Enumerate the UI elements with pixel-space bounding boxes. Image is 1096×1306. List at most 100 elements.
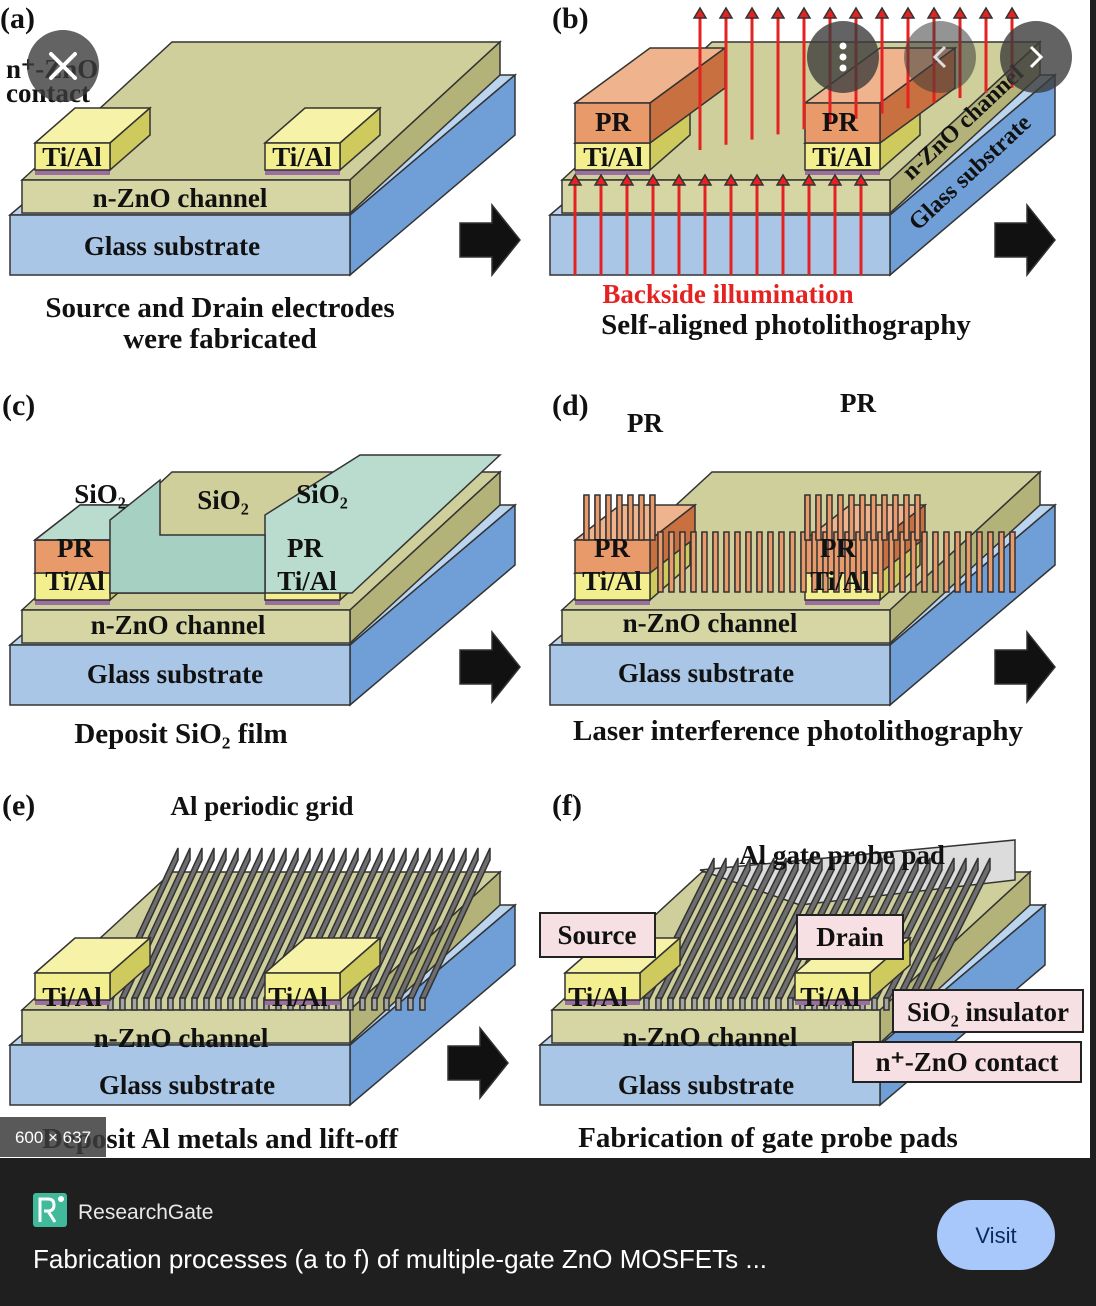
process-arrow [994,202,1056,278]
previous-button[interactable] [904,21,976,93]
grating-fin [914,494,921,541]
more-button[interactable] [807,21,879,93]
ti-al-pad [794,972,871,1001]
layer-label: Ti/Al [568,982,628,1012]
grating-fin [649,494,656,541]
layer-label: n-ZnO channel [93,183,268,213]
contact-strip [265,600,340,605]
grating-fin [778,531,785,593]
glass-substrate [9,1044,351,1106]
layer-label: PR [287,533,323,563]
light-ray-head [900,6,916,19]
layer-label: Al gate probe pad [739,840,945,870]
grating-fin [775,997,782,1011]
grating-fin [419,997,426,1011]
grating-fin [605,494,612,541]
glass-substrate [549,214,891,276]
layer-label: Ti/Al [582,566,642,596]
grating-fin [859,494,866,541]
result-title[interactable]: Fabrication processes (a to f) of multip… [33,1244,767,1274]
close-button[interactable] [27,30,99,102]
source-name[interactable]: ResearchGate [78,1201,213,1224]
visit-button-label[interactable]: Visit [975,1223,1016,1248]
light-ray-head [744,6,760,19]
grating-fin [745,531,752,593]
layer-label: Ti/Al [42,142,102,172]
grating-fin [815,494,822,541]
layer-label: Glass substrate [618,658,794,688]
grating-fin [371,997,378,1011]
grating-fin [932,531,939,593]
panel-label: (d) [552,389,589,422]
contact-strip [35,600,110,605]
grating-fin [251,997,258,1011]
label-box [539,912,656,958]
layer-label: SiO₂ [197,485,249,515]
layer-label: Ti/Al [42,982,102,1012]
grating-fin [191,997,198,1011]
layer-label: n-ZnO channel [94,1023,269,1053]
annotation: Backside illumination [602,279,853,309]
grating-fin [359,997,366,1011]
process-arrow [459,629,521,705]
grating-fin [892,494,899,541]
grating-fin [655,997,662,1011]
layer-label: n-ZnO channel [623,608,798,638]
grating-fin [668,531,675,593]
grating-fin [690,531,697,593]
grating-fin [727,997,734,1011]
layer-label: Glass substrate [618,1070,794,1100]
grating-fin [804,494,811,541]
grating-fin [667,997,674,1011]
grating-fin [167,997,174,1011]
layer-label: Ti/Al [277,566,337,596]
layer-label: Source [558,920,637,950]
caption: Deposit SiO₂ film [74,718,287,750]
layer-label: Glass substrate [99,1070,275,1100]
light-ray-head [671,173,687,186]
label-box [796,914,904,960]
panel-label: (f) [552,789,582,822]
grating-fin [715,997,722,1011]
layer-label: PR [57,533,93,563]
grating-fin [870,494,877,541]
next-button[interactable] [1000,21,1072,93]
sio2-film [109,478,266,594]
layer-label: n-ZnO channel [623,1022,798,1052]
layer-label: Ti/Al [583,142,643,172]
grating-fin [976,531,983,593]
layer-label: Ti/Al [810,566,870,596]
visit-button[interactable] [937,1200,1055,1270]
grating-fin [921,531,928,593]
layer-label: PR [627,408,663,438]
caption: Self-aligned photolithography [601,309,971,341]
light-ray-head [848,6,864,19]
source-icon [33,1193,67,1227]
layer-label: Ti/Al [45,566,105,596]
grating-fin [215,997,222,1011]
grating-fin [767,531,774,593]
grating-fin [723,531,730,593]
grating-fin [679,997,686,1011]
grating-fin [871,997,878,1011]
grating-fin [848,494,855,541]
process-arrow [447,1025,509,1101]
grating-fin [179,997,186,1011]
ti-al-pad [34,142,111,171]
zno-channel [561,609,891,644]
grating-fin [155,997,162,1011]
grating-fin [954,531,961,593]
layer-label: SiO₂ [296,479,348,509]
zno-channel [21,179,351,214]
size-badge [0,1117,106,1157]
grating-fin [881,494,888,541]
glass-substrate [549,644,891,706]
contact-strip [265,1000,340,1005]
light-ray-head [801,173,817,186]
glass-substrate [539,1044,881,1106]
grating-fin [407,997,414,1011]
grating-fin [131,997,138,1011]
photoresist [574,539,651,574]
light-ray-head [723,173,739,186]
